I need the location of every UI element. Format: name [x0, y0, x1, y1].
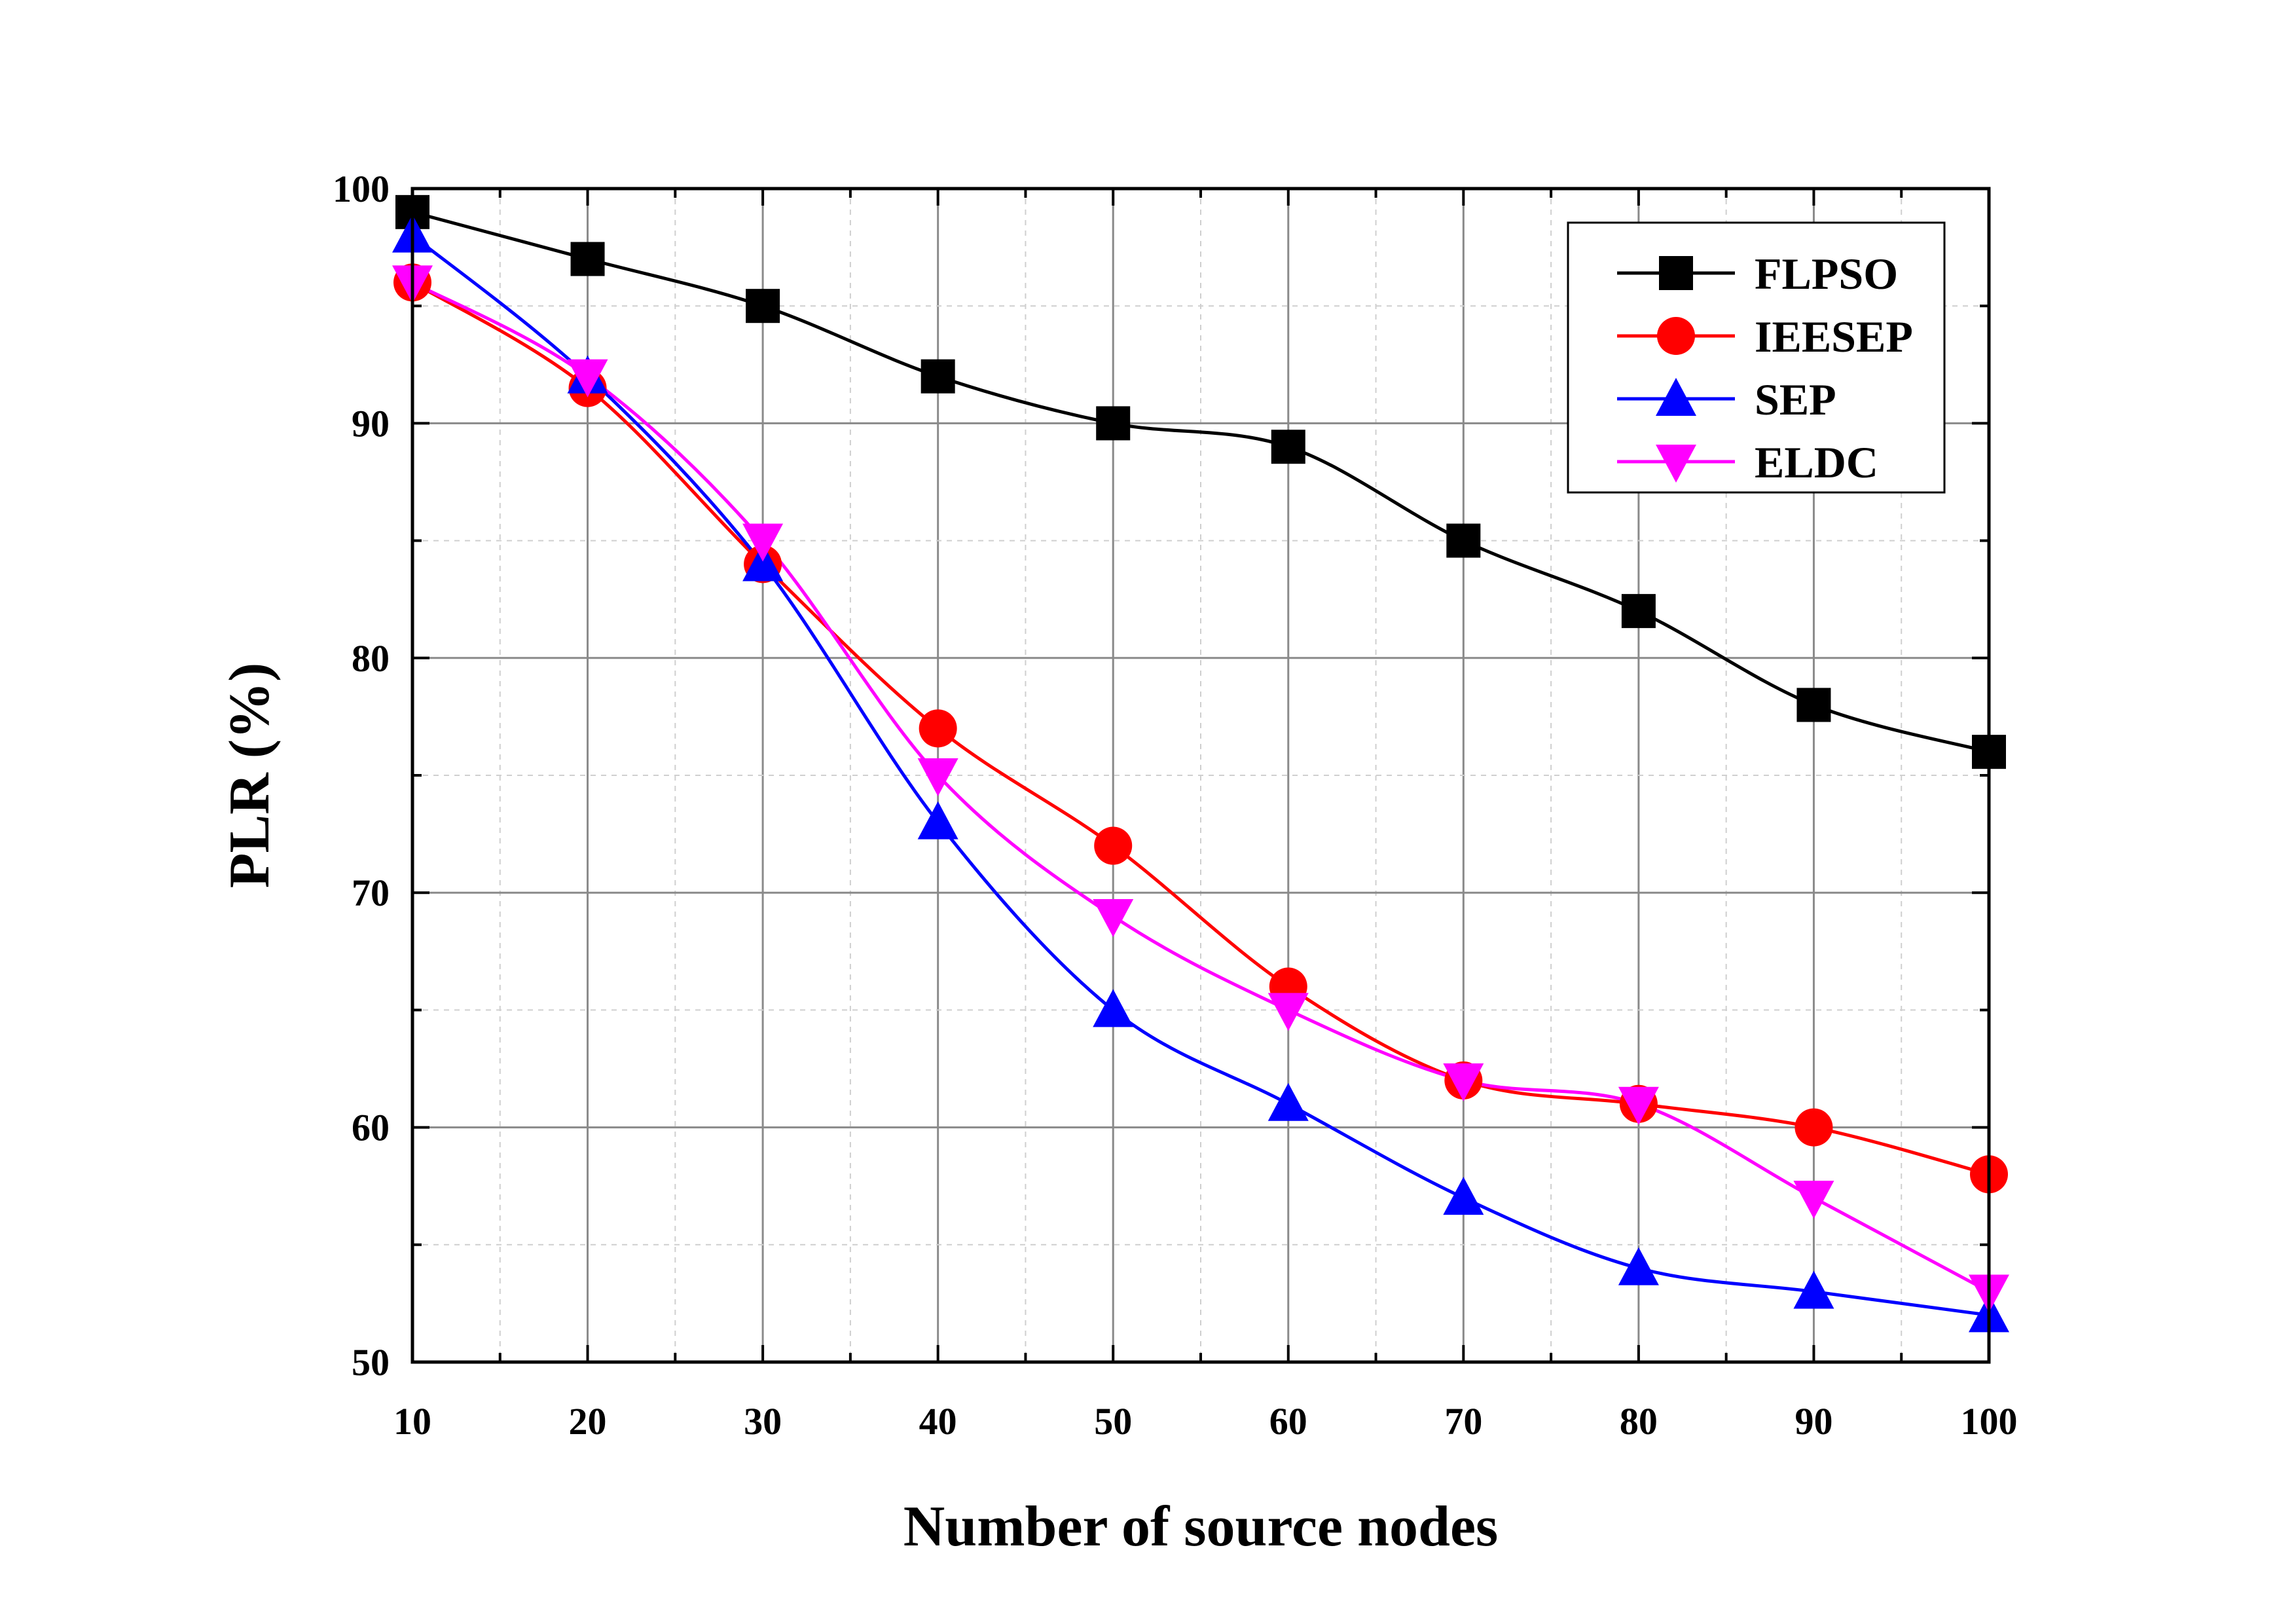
x-tick-label: 70 — [1444, 1400, 1482, 1443]
data-point-sep — [742, 543, 784, 581]
series-layer — [392, 194, 2009, 1333]
data-point-sep — [1793, 1270, 1834, 1309]
legend-marker — [1656, 378, 1696, 416]
legend-item-flpso: FLPSO — [1617, 249, 1898, 299]
y-tick-label: 50 — [352, 1341, 390, 1384]
data-point-sep — [917, 801, 958, 840]
legend-item-ieesep: IEESEP — [1617, 312, 1913, 361]
legend: FLPSO IEESEP SEP ELDC — [1567, 221, 1946, 494]
data-point-eldc — [1093, 899, 1134, 938]
legend-item-eldc: ELDC — [1617, 437, 1878, 487]
legend-label: SEP — [1755, 375, 1836, 424]
axis-ticks — [411, 187, 1990, 1363]
data-point-ieesep — [1094, 826, 1133, 865]
data-point-flpso — [1446, 523, 1481, 558]
legend-marker — [1656, 445, 1696, 483]
data-point-flpso — [1796, 688, 1831, 722]
x-tick-label: 50 — [1094, 1400, 1132, 1443]
series-eldc — [411, 281, 1990, 1293]
data-point-sep — [1093, 989, 1134, 1027]
data-point-sep — [1618, 1247, 1659, 1285]
series-line-ieesep — [411, 281, 1990, 1176]
series-ieesep — [411, 281, 1990, 1176]
y-tick-label: 70 — [352, 872, 390, 914]
series-sep — [411, 234, 1990, 1317]
series-line-flpso — [412, 210, 1990, 754]
data-point-eldc — [1443, 1063, 1484, 1101]
data-point-flpso — [920, 359, 955, 394]
data-point-sep — [1267, 1082, 1309, 1121]
y-axis-title: PLR (%) — [218, 663, 282, 889]
x-tick-label: 100 — [1961, 1400, 2018, 1443]
legend-marker — [1657, 317, 1695, 355]
x-axis-title: Number of source nodes — [903, 1495, 1499, 1559]
data-point-eldc — [1618, 1086, 1659, 1125]
x-tick-label: 90 — [1795, 1400, 1832, 1443]
data-point-eldc — [567, 359, 608, 397]
y-axis-tick-labels: 50 60 70 80 90 100 — [333, 168, 390, 1384]
legend-box — [1567, 221, 1946, 494]
data-point-ieesep — [919, 709, 957, 748]
x-axis-tick-labels: 10 20 30 40 50 60 70 80 90 100 — [393, 1400, 2018, 1443]
series-line-eldc — [411, 281, 1990, 1293]
data-point-eldc — [1267, 993, 1309, 1031]
data-point-flpso — [1096, 406, 1131, 441]
y-tick-label: 80 — [352, 637, 390, 680]
data-point-ieesep — [1795, 1108, 1833, 1147]
legend-label: IEESEP — [1755, 312, 1913, 361]
x-tick-label: 10 — [393, 1400, 431, 1443]
data-point-flpso — [746, 289, 780, 323]
series-flpso — [412, 210, 1990, 754]
legend-item-sep: SEP — [1617, 375, 1836, 424]
y-tick-label: 100 — [333, 168, 390, 210]
y-tick-label: 60 — [352, 1107, 390, 1149]
data-point-flpso — [1621, 594, 1656, 629]
x-tick-label: 30 — [744, 1400, 782, 1443]
x-tick-label: 60 — [1269, 1400, 1307, 1443]
data-point-eldc — [1793, 1181, 1834, 1219]
legend-label: FLPSO — [1755, 249, 1898, 299]
x-tick-label: 40 — [919, 1400, 957, 1443]
series-line-sep — [411, 234, 1990, 1317]
data-point-sep — [1443, 1177, 1484, 1215]
legend-marker — [1659, 256, 1693, 290]
data-point-eldc — [742, 523, 784, 562]
data-point-flpso — [570, 242, 605, 276]
y-tick-label: 90 — [352, 402, 390, 445]
x-tick-label: 80 — [1620, 1400, 1658, 1443]
legend-label: ELDC — [1755, 437, 1878, 487]
x-tick-label: 20 — [569, 1400, 607, 1443]
data-point-eldc — [917, 758, 958, 796]
data-point-flpso — [1271, 430, 1305, 464]
